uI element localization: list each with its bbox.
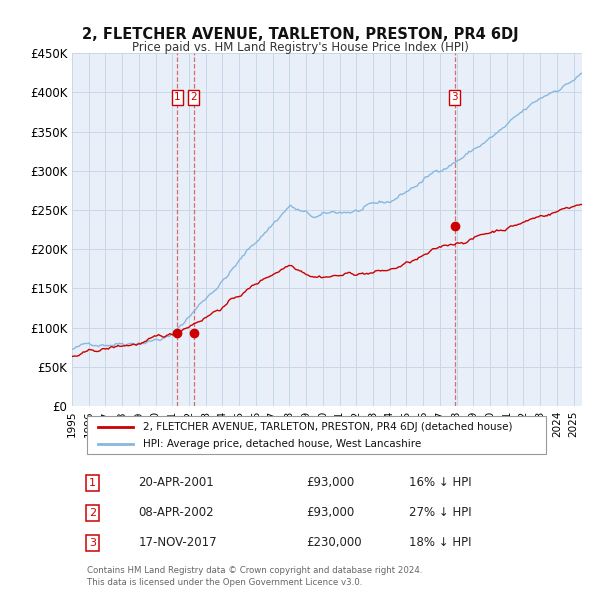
Text: Price paid vs. HM Land Registry's House Price Index (HPI): Price paid vs. HM Land Registry's House …	[131, 41, 469, 54]
Text: 3: 3	[451, 92, 458, 102]
Text: Contains HM Land Registry data © Crown copyright and database right 2024.: Contains HM Land Registry data © Crown c…	[88, 566, 423, 575]
Text: This data is licensed under the Open Government Licence v3.0.: This data is licensed under the Open Gov…	[88, 578, 362, 587]
Text: 1: 1	[174, 92, 181, 102]
Text: 2, FLETCHER AVENUE, TARLETON, PRESTON, PR4 6DJ (detached house): 2, FLETCHER AVENUE, TARLETON, PRESTON, P…	[143, 422, 513, 432]
Text: £93,000: £93,000	[307, 476, 355, 489]
Text: 2: 2	[190, 92, 197, 102]
Text: 08-APR-2002: 08-APR-2002	[139, 506, 214, 519]
Text: 1: 1	[89, 478, 96, 488]
Text: HPI: Average price, detached house, West Lancashire: HPI: Average price, detached house, West…	[143, 438, 422, 448]
Text: £93,000: £93,000	[307, 506, 355, 519]
Text: 16% ↓ HPI: 16% ↓ HPI	[409, 476, 471, 489]
Text: 27% ↓ HPI: 27% ↓ HPI	[409, 506, 471, 519]
Text: 20-APR-2001: 20-APR-2001	[139, 476, 214, 489]
Text: 3: 3	[89, 538, 96, 548]
Text: 17-NOV-2017: 17-NOV-2017	[139, 536, 217, 549]
Text: £230,000: £230,000	[307, 536, 362, 549]
Text: 2, FLETCHER AVENUE, TARLETON, PRESTON, PR4 6DJ: 2, FLETCHER AVENUE, TARLETON, PRESTON, P…	[82, 27, 518, 41]
Text: 18% ↓ HPI: 18% ↓ HPI	[409, 536, 471, 549]
Text: 2: 2	[89, 508, 96, 518]
FancyBboxPatch shape	[88, 417, 546, 454]
